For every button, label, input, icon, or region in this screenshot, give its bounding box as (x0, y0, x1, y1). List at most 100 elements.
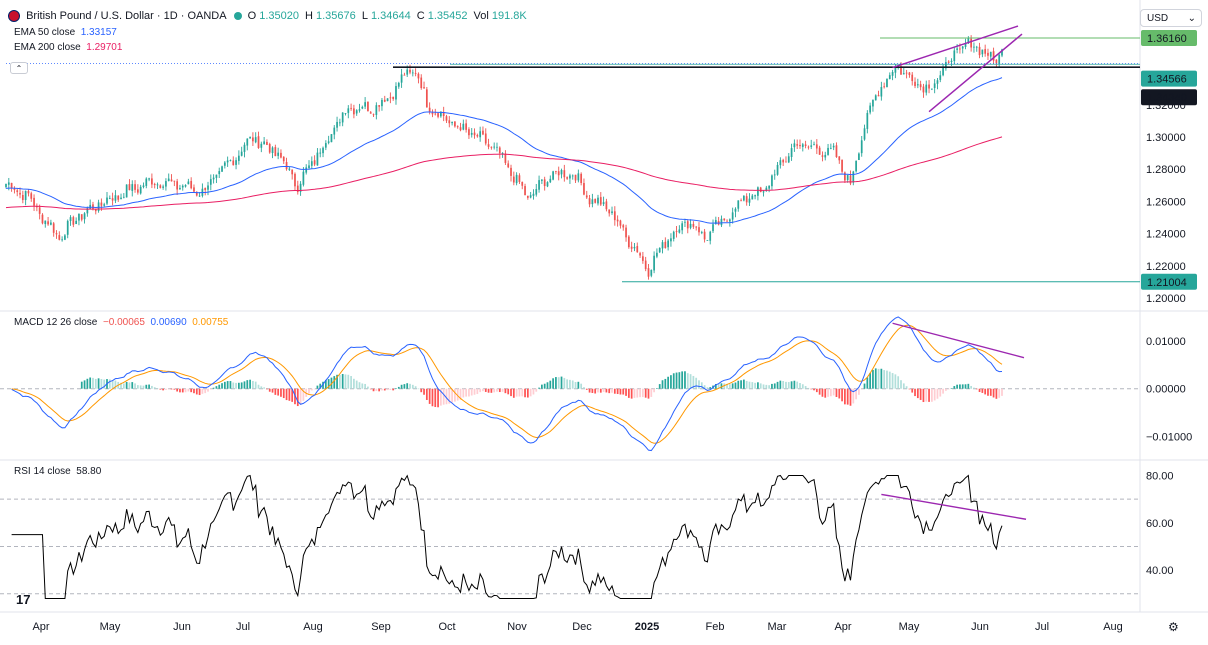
candle-body (358, 109, 361, 111)
macd-histogram-bar (442, 388, 445, 405)
macd-histogram-bar (793, 380, 796, 389)
candle-body (855, 160, 857, 172)
macd-histogram-bar (757, 382, 759, 389)
macd-histogram-bar (846, 388, 849, 405)
collapse-legend-button[interactable]: ⌃ (10, 62, 28, 74)
candle-body (759, 187, 762, 193)
macd-histogram-bar (235, 382, 237, 389)
macd-histogram-bar (319, 383, 322, 389)
macd-histogram-bar (689, 374, 692, 389)
candle-body (813, 144, 815, 146)
macd-histogram-bar (583, 387, 585, 389)
gear-icon[interactable]: ⚙ (1168, 620, 1179, 634)
macd-histogram-bar (773, 383, 776, 389)
candle-body (75, 220, 78, 224)
macd-histogram-bar (860, 388, 863, 390)
candle-body (858, 153, 860, 161)
macd-histogram-bar (953, 386, 956, 389)
macd-histogram-bar (201, 388, 204, 394)
candle-body (627, 236, 630, 248)
macd-histogram-bar (493, 388, 496, 393)
macd-histogram-bar (291, 388, 294, 402)
price-badge-current-bg (1141, 70, 1197, 87)
ema50-legend[interactable]: EMA 50 close 1.33157 (14, 26, 117, 40)
macd-histogram-bar (308, 388, 310, 394)
macd-histogram-bar (585, 388, 588, 390)
macd-histogram-bar (737, 380, 740, 389)
macd-histogram-bar (560, 376, 563, 389)
macd-histogram-bar (187, 388, 190, 392)
candle-body (490, 146, 493, 148)
candle-body (462, 123, 465, 130)
macd-histogram-bar (451, 388, 453, 403)
candle-body (681, 223, 684, 231)
candle-body (257, 136, 260, 148)
candle-body (7, 182, 10, 185)
candle-body (636, 246, 639, 253)
macd-histogram-bar (776, 381, 779, 389)
candle-body (487, 144, 490, 147)
candle-body (580, 173, 583, 183)
candle-body (975, 46, 978, 48)
candle-body (92, 204, 94, 210)
macd-histogram-bar (627, 388, 630, 398)
candle-body (496, 146, 498, 148)
macd-histogram-bar (619, 388, 622, 395)
macd-histogram-bar (936, 388, 939, 399)
vol-label: Vol (473, 10, 489, 22)
macd-legend[interactable]: MACD 12 26 close −0.00065 0.00690 0.0075… (14, 316, 228, 330)
candle-body (771, 175, 773, 187)
candle-body (507, 163, 510, 168)
candle-body (605, 201, 608, 210)
candle-body (190, 180, 193, 189)
symbol-title[interactable]: British Pound / U.S. Dollar · 1D · OANDA (26, 10, 227, 22)
macd-histogram-bar (734, 382, 737, 389)
candle-body (942, 67, 944, 76)
macd-histogram-bar (204, 388, 207, 394)
macd-histogram-bar (456, 388, 459, 401)
candle-body (473, 132, 476, 136)
candle-body (644, 260, 647, 270)
macd-histogram-bar (392, 388, 395, 391)
candle-body (468, 129, 470, 136)
macd-histogram-bar (633, 388, 636, 398)
macd-histogram-bar (83, 380, 86, 389)
candle-body (619, 220, 622, 226)
candle-body (38, 207, 41, 214)
macd-histogram-bar (131, 382, 134, 389)
macd-histogram-bar (167, 388, 170, 390)
candle-body (313, 160, 316, 165)
candle-body (235, 160, 237, 165)
candle-body (989, 51, 992, 57)
high-label: H (305, 10, 313, 22)
candle-body (361, 106, 364, 109)
macd-histogram-bar (327, 379, 330, 389)
macd-histogram-bar (709, 387, 712, 389)
macd-histogram-bar (642, 388, 644, 398)
candle-body (173, 180, 176, 182)
macd-histogram-bar (872, 369, 874, 389)
candle-body (970, 38, 973, 48)
macd-histogram-bar (869, 372, 872, 389)
candle-body (434, 113, 437, 115)
macd-histogram-bar (322, 381, 324, 389)
candle-body (151, 178, 153, 185)
x-tick-label: Nov (507, 621, 527, 633)
candle-body (886, 78, 888, 87)
macd-histogram-bar (841, 388, 843, 402)
macd-histogram-bar (858, 388, 860, 395)
candle-body (184, 185, 187, 187)
candle-body (728, 219, 731, 222)
macd-histogram-bar (667, 376, 669, 389)
currency-select[interactable]: USD ⌄ (1140, 9, 1202, 27)
candle-body (153, 184, 156, 185)
candle-body (431, 112, 434, 115)
rsi-legend[interactable]: RSI 14 close 58.80 (14, 465, 101, 479)
ema200-legend[interactable]: EMA 200 close 1.29701 (14, 41, 122, 55)
close-value: 1.35452 (427, 10, 468, 22)
high-value: 1.35676 (315, 10, 356, 22)
macd-histogram-bar (877, 368, 880, 389)
candle-body (700, 232, 703, 234)
macd-histogram-bar (880, 368, 883, 389)
